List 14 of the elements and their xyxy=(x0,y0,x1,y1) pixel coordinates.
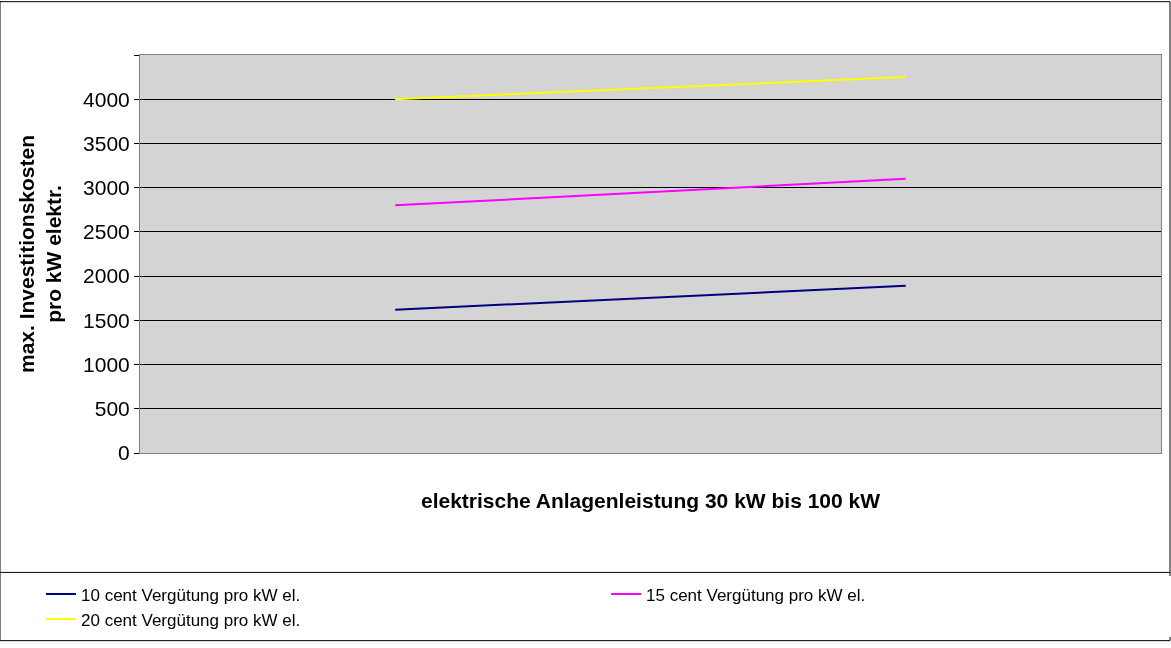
y-tick-label: 2000 xyxy=(83,264,130,288)
legend-label: 20 cent Vergütung pro kW el. xyxy=(81,610,301,630)
legend-label: 15 cent Vergütung pro kW el. xyxy=(646,585,866,605)
y-tick-label: 500 xyxy=(94,397,130,421)
y-tick-label: 4000 xyxy=(83,87,130,111)
y-tick-label: 3500 xyxy=(83,131,130,155)
y-tick-label: 2500 xyxy=(83,220,130,244)
y-tick-label: 1000 xyxy=(83,352,130,376)
legend-label: 10 cent Vergütung pro kW el. xyxy=(81,585,301,605)
y-axis-title: max. Investitionskosten pro kW elektr. xyxy=(14,134,66,374)
y-tick-label: 1500 xyxy=(83,308,130,332)
y-tick-label: 3000 xyxy=(83,176,130,200)
y-tick-label: 0 xyxy=(118,441,130,465)
x-axis-title: elektrische Anlagenleistung 30 kW bis 100 kW xyxy=(420,489,881,513)
